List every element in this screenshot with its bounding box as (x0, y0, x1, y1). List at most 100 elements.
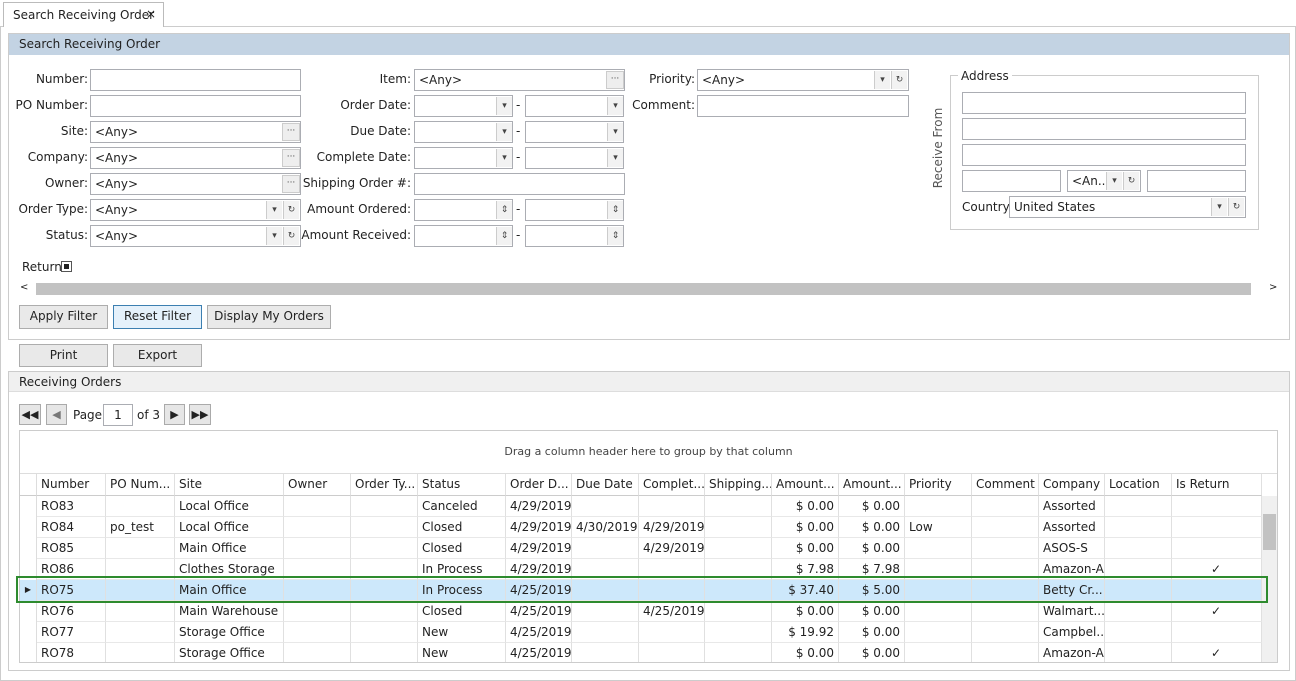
city-input[interactable] (962, 170, 1061, 192)
filter-input[interactable]: <Any> ··· (90, 147, 301, 169)
grid-row[interactable]: RO77 Storage Office New 4/25/2019 $ 19.92 $ 0… (20, 622, 1262, 643)
tab[interactable]: Search Receiving Order × (3, 2, 164, 27)
h-scrollbar[interactable]: < > (20, 282, 1282, 296)
dropdown-button[interactable]: ▾ (607, 97, 623, 115)
grid-row[interactable]: RO84 po_test Local Office Closed 4/29/2019 4/… (20, 517, 1262, 538)
grid-cell: $ 0.00 (839, 601, 905, 622)
refresh-button[interactable]: ↻ (1228, 198, 1244, 216)
action-button[interactable]: Export (113, 344, 202, 367)
last-page[interactable]: ▶▶ (189, 404, 211, 425)
dropdown-button[interactable]: ⇕ (496, 227, 512, 245)
browse-button[interactable]: ··· (282, 149, 300, 167)
column-header[interactable]: Status (418, 474, 506, 496)
grid-cell: Low (905, 517, 972, 538)
tab-close[interactable]: × (146, 7, 157, 21)
scroll-thumb[interactable] (36, 283, 1251, 295)
range-from[interactable]: ▾ (414, 147, 513, 169)
range-to[interactable]: ▾ (525, 121, 624, 143)
zip-input[interactable] (1147, 170, 1246, 192)
page-input[interactable]: 1 (103, 404, 133, 426)
dropdown-button[interactable]: ⇕ (607, 201, 623, 219)
dropdown-button[interactable]: ▾ (266, 201, 282, 219)
grid-row[interactable]: ▶ RO75 Main Office In Process 4/25/2019 $ 37.… (20, 580, 1262, 601)
range-from[interactable]: ⇕ (414, 225, 513, 247)
column-header[interactable]: Number (37, 474, 106, 496)
column-header[interactable]: Complet... (639, 474, 705, 496)
filter-input[interactable]: <Any> ··· (90, 173, 301, 195)
filter-input[interactable]: <Any> ▾ ↻ (90, 199, 301, 221)
dropdown-button[interactable]: ▾ (266, 227, 282, 245)
column-header[interactable]: Order Ty... (351, 474, 418, 496)
return-checkbox[interactable] (61, 261, 72, 272)
dropdown-button[interactable]: ▾ (1211, 198, 1227, 216)
range-from[interactable]: ▾ (414, 121, 513, 143)
range-to[interactable]: ⇕ (525, 225, 624, 247)
filter-input[interactable]: <Any> ··· (90, 121, 301, 143)
dropdown-button[interactable]: ▾ (874, 71, 890, 89)
browse-button[interactable]: ··· (282, 123, 300, 141)
column-header[interactable]: Order D... (506, 474, 572, 496)
column-header[interactable]: Priority (905, 474, 972, 496)
column-header[interactable]: Due Date (572, 474, 639, 496)
grid-cell: $ 5.00 (839, 580, 905, 601)
column-header[interactable]: Site (175, 474, 284, 496)
address-line[interactable] (962, 144, 1246, 166)
filter-input[interactable]: <Any> ··· (414, 69, 625, 91)
first-page[interactable]: ◀◀ (19, 404, 41, 425)
column-header[interactable]: Company (1039, 474, 1105, 496)
column-header[interactable]: Comment (972, 474, 1039, 496)
column-header[interactable]: Owner (284, 474, 351, 496)
range-to[interactable]: ⇕ (525, 199, 624, 221)
browse-button[interactable]: ··· (282, 175, 300, 193)
browse-button[interactable]: ··· (606, 71, 624, 89)
address-line[interactable] (962, 118, 1246, 140)
filter-input[interactable] (90, 95, 301, 117)
dropdown-button[interactable]: ▾ (496, 123, 512, 141)
filter-button[interactable]: Reset Filter (113, 305, 202, 329)
refresh-button[interactable]: ↻ (283, 227, 299, 245)
next-page[interactable]: ▶ (164, 404, 185, 425)
column-header[interactable]: Shipping... (705, 474, 772, 496)
range-from[interactable]: ▾ (414, 95, 513, 117)
refresh-button[interactable]: ↻ (1123, 172, 1139, 190)
dropdown-button[interactable]: ▾ (1106, 172, 1122, 190)
grid-row[interactable]: RO78 Storage Office New 4/25/2019 $ 0.00 $ 0.… (20, 643, 1262, 662)
column-header[interactable]: Location (1105, 474, 1172, 496)
filter-input[interactable]: <Any> ▾ ↻ (90, 225, 301, 247)
column-header[interactable]: PO Num... (106, 474, 175, 496)
scroll-right[interactable]: > (1269, 282, 1278, 293)
refresh-button[interactable]: ↻ (891, 71, 907, 89)
filter-input[interactable] (697, 95, 909, 117)
v-scroll-thumb[interactable] (1263, 514, 1276, 550)
scroll-left[interactable]: < (20, 282, 29, 293)
range-to[interactable]: ▾ (525, 95, 624, 117)
grid-row[interactable]: RO83 Local Office Canceled 4/29/2019 $ 0.00 $… (20, 496, 1262, 517)
grid-row[interactable]: RO86 Clothes Storage In Process 4/29/2019 $ … (20, 559, 1262, 580)
column-header[interactable]: Amount... (839, 474, 905, 496)
range-to[interactable]: ▾ (525, 147, 624, 169)
dropdown-button[interactable]: ⇕ (496, 201, 512, 219)
action-button[interactable]: Print (19, 344, 108, 367)
grid-row[interactable]: RO85 Main Office Closed 4/29/2019 4/29/2019 $… (20, 538, 1262, 559)
dropdown-button[interactable]: ▾ (607, 149, 623, 167)
is-return-cell: ✓ (1172, 643, 1262, 662)
refresh-button[interactable]: ↻ (283, 201, 299, 219)
grid-cell (106, 538, 175, 559)
column-header[interactable]: Amount... (772, 474, 839, 496)
address-line[interactable] (962, 92, 1246, 114)
country-select[interactable]: United States ▾ ↻ (1009, 196, 1246, 218)
dropdown-button[interactable]: ▾ (607, 123, 623, 141)
grid-row[interactable]: RO76 Main Warehouse Closed 4/25/2019 4/25/20… (20, 601, 1262, 622)
range-from[interactable]: ⇕ (414, 199, 513, 221)
dropdown-button[interactable]: ▾ (496, 97, 512, 115)
filter-input[interactable] (414, 173, 625, 195)
prev-page[interactable]: ◀ (46, 404, 67, 425)
filter-button[interactable]: Display My Orders (207, 305, 331, 329)
dropdown-button[interactable]: ▾ (496, 149, 512, 167)
column-header[interactable]: Is Return (1172, 474, 1262, 496)
state-select[interactable]: <An... ▾ ↻ (1067, 170, 1141, 192)
filter-input[interactable] (90, 69, 301, 91)
dropdown-button[interactable]: ⇕ (607, 227, 623, 245)
filter-button[interactable]: Apply Filter (19, 305, 108, 329)
filter-input[interactable]: <Any> ▾ ↻ (697, 69, 909, 91)
